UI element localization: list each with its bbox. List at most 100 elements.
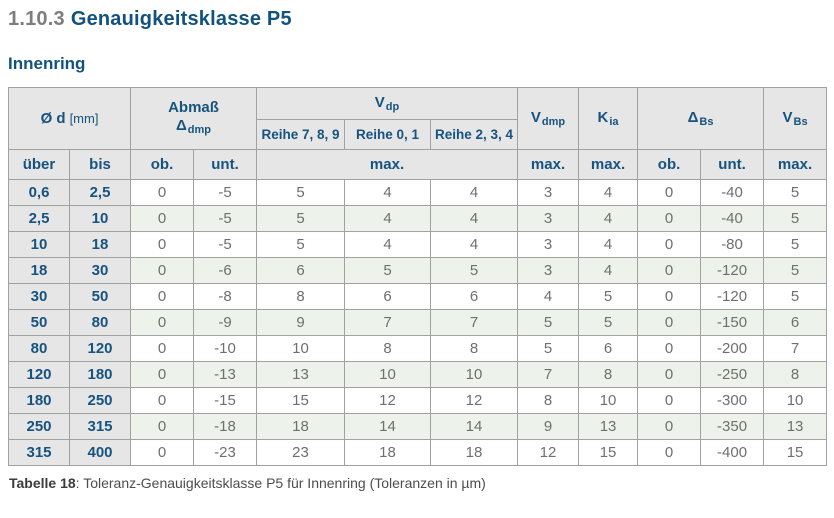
value-cell: -40 bbox=[700, 205, 765, 232]
value-cell: 0 bbox=[130, 257, 195, 284]
value-cell: 4 bbox=[430, 231, 519, 258]
value-cell: 6 bbox=[763, 309, 828, 336]
value-cell: 6 bbox=[256, 257, 346, 284]
value-cell: 13 bbox=[763, 413, 828, 440]
value-cell: 15 bbox=[578, 439, 639, 466]
value-cell: 12 bbox=[517, 439, 580, 466]
table-row: 315 400 0 -23 23 18 18 12 15 0 -400 15 bbox=[8, 439, 828, 466]
value-cell: 8 bbox=[763, 361, 828, 388]
value-cell: 0 bbox=[637, 413, 702, 440]
header-reihe-234: Reihe 2, 3, 4 bbox=[430, 119, 519, 150]
value-cell: 6 bbox=[344, 283, 432, 310]
value-cell: 5 bbox=[578, 283, 639, 310]
range-cell: 315 bbox=[8, 439, 70, 466]
value-cell: 0 bbox=[637, 257, 702, 284]
value-cell: 0 bbox=[130, 309, 195, 336]
value-cell: -23 bbox=[193, 439, 258, 466]
table-row: 18 30 0 -6 6 5 5 3 4 0 -120 5 bbox=[8, 257, 828, 284]
value-cell: -300 bbox=[700, 387, 765, 414]
value-cell: -80 bbox=[700, 231, 765, 258]
value-cell: 4 bbox=[344, 231, 432, 258]
range-cell: 315 bbox=[68, 413, 132, 440]
table-row: 250 315 0 -18 18 14 14 9 13 0 -350 13 bbox=[8, 413, 828, 440]
abmass-label: Abmaß bbox=[168, 98, 219, 116]
page-title: 1.10.3 Genauigkeitsklasse P5 bbox=[8, 8, 826, 31]
range-cell: 10 bbox=[8, 231, 70, 258]
value-cell: 0 bbox=[130, 335, 195, 362]
range-cell: 30 bbox=[8, 283, 70, 310]
table-body: 0,6 2,5 0 -5 5 4 4 3 4 0 -40 5 2,5 10 0 -5 5 4 4 3 4 0 -40 5 10 1… bbox=[8, 179, 828, 466]
value-cell: 8 bbox=[578, 361, 639, 388]
range-cell: 18 bbox=[68, 231, 132, 258]
value-cell: 0 bbox=[637, 309, 702, 336]
range-cell: 10 bbox=[68, 205, 132, 232]
value-cell: 0 bbox=[130, 205, 195, 232]
value-cell: 6 bbox=[578, 335, 639, 362]
value-cell: 0 bbox=[637, 335, 702, 362]
value-cell: -6 bbox=[193, 257, 258, 284]
value-cell: 4 bbox=[578, 179, 639, 206]
header-abmass: Abmaß Δdmp bbox=[130, 87, 258, 150]
value-cell: 0 bbox=[130, 361, 195, 388]
value-cell: 18 bbox=[256, 413, 346, 440]
value-cell: -5 bbox=[193, 179, 258, 206]
header-ob: ob. bbox=[130, 149, 195, 180]
header-ueber: über bbox=[8, 149, 70, 180]
value-cell: 8 bbox=[344, 335, 432, 362]
table-row: 10 18 0 -5 5 4 4 3 4 0 -80 5 bbox=[8, 231, 828, 258]
value-cell: 23 bbox=[256, 439, 346, 466]
value-cell: -150 bbox=[700, 309, 765, 336]
value-cell: 10 bbox=[344, 361, 432, 388]
value-cell: 5 bbox=[578, 309, 639, 336]
value-cell: 6 bbox=[430, 283, 519, 310]
range-cell: 50 bbox=[68, 283, 132, 310]
value-cell: 0 bbox=[637, 231, 702, 258]
value-cell: 13 bbox=[256, 361, 346, 388]
range-cell: 180 bbox=[8, 387, 70, 414]
table-row: 180 250 0 -15 15 12 12 8 10 0 -300 10 bbox=[8, 387, 828, 414]
range-cell: 400 bbox=[68, 439, 132, 466]
value-cell: 4 bbox=[344, 179, 432, 206]
value-cell: 7 bbox=[344, 309, 432, 336]
header-row-groups: Ø d [mm] Abmaß Δdmp Vdp Vdmp Kia bbox=[7, 87, 828, 150]
value-cell: 18 bbox=[430, 439, 519, 466]
header-vdp-max: max. bbox=[256, 149, 519, 180]
value-cell: -400 bbox=[700, 439, 765, 466]
value-cell: 4 bbox=[430, 179, 519, 206]
value-cell: 9 bbox=[256, 309, 346, 336]
header-bis: bis bbox=[68, 149, 132, 180]
value-cell: -5 bbox=[193, 231, 258, 258]
value-cell: 3 bbox=[517, 231, 580, 258]
header-diameter: Ø d [mm] bbox=[7, 87, 132, 150]
value-cell: -120 bbox=[700, 283, 765, 310]
range-cell: 120 bbox=[68, 335, 132, 362]
value-cell: 18 bbox=[344, 439, 432, 466]
value-cell: 5 bbox=[517, 309, 580, 336]
value-cell: -40 bbox=[700, 179, 765, 206]
value-cell: 5 bbox=[763, 179, 828, 206]
value-cell: 5 bbox=[763, 257, 828, 284]
range-cell: 0,6 bbox=[8, 179, 70, 206]
range-cell: 120 bbox=[8, 361, 70, 388]
value-cell: 0 bbox=[637, 387, 702, 414]
value-cell: 15 bbox=[763, 439, 828, 466]
table-row: 80 120 0 -10 10 8 8 5 6 0 -200 7 bbox=[8, 335, 828, 362]
value-cell: 0 bbox=[130, 283, 195, 310]
value-cell: -200 bbox=[700, 335, 765, 362]
diameter-unit: [mm] bbox=[69, 111, 99, 126]
header-vdp: Vdp bbox=[256, 87, 519, 120]
value-cell: 8 bbox=[430, 335, 519, 362]
value-cell: 0 bbox=[637, 361, 702, 388]
header-vbs-max: max. bbox=[763, 149, 828, 180]
value-cell: 4 bbox=[344, 205, 432, 232]
value-cell: 4 bbox=[517, 283, 580, 310]
range-cell: 250 bbox=[8, 413, 70, 440]
value-cell: 9 bbox=[517, 413, 580, 440]
header-vdmp: Vdmp bbox=[517, 87, 580, 150]
value-cell: 0 bbox=[637, 205, 702, 232]
value-cell: 8 bbox=[517, 387, 580, 414]
header-kia-max: max. bbox=[578, 149, 639, 180]
value-cell: -18 bbox=[193, 413, 258, 440]
value-cell: 14 bbox=[344, 413, 432, 440]
